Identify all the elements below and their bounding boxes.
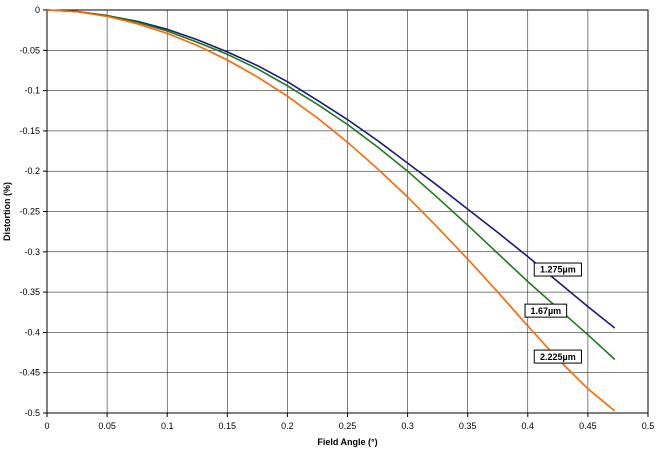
y-axis-title: Distortion (%) (2, 182, 12, 241)
y-tick-label: -0.05 (19, 45, 40, 55)
series-label-box (533, 262, 582, 277)
y-tick-label: -0.15 (19, 126, 40, 136)
grid (47, 10, 648, 413)
x-tick-label: 0.4 (522, 421, 535, 431)
y-tick-label: -0.35 (19, 287, 40, 297)
y-tick-label: -0.3 (24, 247, 40, 257)
x-tick-label: 0.5 (642, 421, 655, 431)
x-tick-label: 0.15 (219, 421, 237, 431)
x-tick-label: 0.25 (339, 421, 357, 431)
y-tick-label: -0.2 (24, 166, 40, 176)
series-label-box (533, 349, 582, 364)
series-labels: 1.275µm 1.67µm 2.225µm (524, 262, 582, 364)
series-line-1 (46, 9, 616, 329)
series-label-1: 1.275µm (533, 262, 582, 277)
series-line-2 (46, 9, 616, 360)
x-tick-label: 0 (44, 421, 49, 431)
x-tick-label: 0.2 (281, 421, 294, 431)
x-axis-ticks: 0 0.05 0.1 0.15 0.2 0.25 0.3 0.35 0.4 0.45 0.5 (44, 413, 654, 431)
y-tick-label: -0.45 (19, 368, 40, 378)
x-tick-label: 0.3 (401, 421, 414, 431)
x-tick-label: 0.45 (579, 421, 597, 431)
y-tick-label: -0.5 (24, 408, 40, 418)
y-tick-label: -0.1 (24, 86, 40, 96)
y-tick-label: 0 (35, 5, 40, 15)
series-group (46, 9, 616, 412)
series-label-2: 1.67µm (524, 303, 568, 318)
series-label-box (524, 303, 568, 318)
y-tick-label: -0.4 (24, 327, 40, 337)
y-tick-label: -0.25 (19, 207, 40, 217)
series-label-text: 2.225µm (540, 352, 576, 362)
x-tick-label: 0.05 (98, 421, 116, 431)
series-label-3: 2.225µm (533, 349, 582, 364)
series-line-3 (46, 9, 616, 412)
x-axis-title: Field Angle (°) (317, 437, 377, 447)
series-label-text: 1.67µm (530, 306, 561, 316)
series-label-text: 1.275µm (540, 265, 576, 275)
y-axis-ticks: 0 -0.05 -0.1 -0.15 -0.2 -0.25 -0.3 -0.35 -0.4 -0.… (19, 5, 47, 418)
x-tick-label: 0.35 (459, 421, 477, 431)
x-tick-label: 0.1 (161, 421, 174, 431)
